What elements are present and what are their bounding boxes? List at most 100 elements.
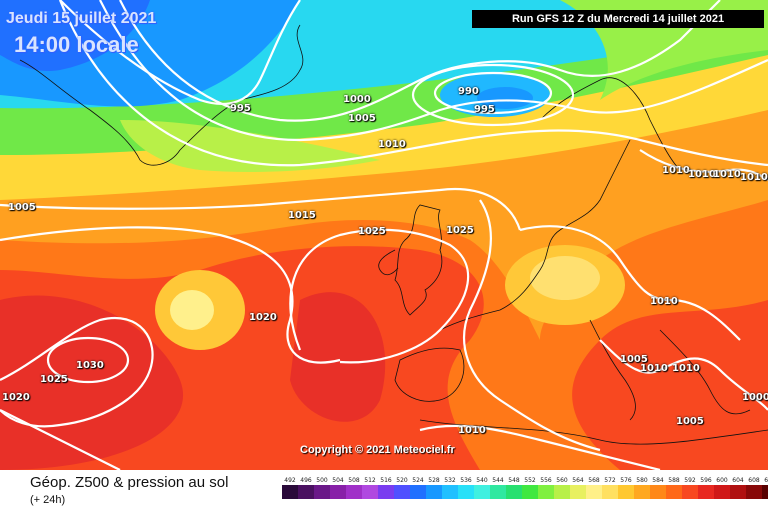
scale-step-value: 572 [604, 477, 616, 484]
scale-step-swatch [618, 485, 634, 499]
isobar-1000 [119, 0, 721, 122]
isobar-label: 1005 [676, 416, 704, 427]
isobar-label: 1010 [672, 363, 700, 374]
scale-step-swatch [442, 485, 458, 499]
scale-step: 520 [394, 476, 410, 499]
scale-step-swatch [506, 485, 522, 499]
isobar-990 [433, 71, 553, 115]
scale-step-swatch [554, 485, 570, 499]
scale-step: 596 [698, 476, 714, 499]
isobar-label: 1000 [742, 392, 768, 403]
isobar-1010-east [639, 149, 768, 181]
scale-step-swatch [666, 485, 682, 499]
isobar-1010-europe [519, 225, 741, 341]
scale-step: 572 [602, 476, 618, 499]
color-scale: 492 496 500 504 508 512 516 520 524 528 532 536 540 5… [282, 476, 768, 499]
scale-step-swatch [602, 485, 618, 499]
british-isles [394, 204, 443, 316]
isobars [0, 0, 768, 470]
isobar-label: 1020 [2, 392, 30, 403]
iberia [394, 347, 465, 402]
isobar-1010-med [419, 424, 661, 470]
scale-step: 612 [762, 476, 768, 499]
isobar-1020-south [0, 409, 121, 470]
isobar-label: 990 [458, 86, 479, 97]
scale-step: 548 [506, 476, 522, 499]
scale-step-swatch [346, 485, 362, 499]
scale-step-swatch [474, 485, 490, 499]
scale-step-value: 500 [316, 477, 328, 484]
isobar-label: 1010 [650, 296, 678, 307]
scale-step: 544 [490, 476, 506, 499]
scale-step-value: 504 [332, 477, 344, 484]
scale-step-value: 532 [444, 477, 456, 484]
scale-step: 584 [650, 476, 666, 499]
scale-step-value: 588 [668, 477, 680, 484]
isobar-label: 1025 [40, 374, 68, 385]
scale-step-swatch [394, 485, 410, 499]
scale-step: 516 [378, 476, 394, 499]
scale-step-value: 520 [396, 477, 408, 484]
scale-step-swatch [698, 485, 714, 499]
scale-step-value: 596 [700, 477, 712, 484]
scale-step-swatch [746, 485, 762, 499]
forecast-date: Jeudi 15 juillet 2021 [6, 10, 157, 27]
scale-step: 560 [554, 476, 570, 499]
isobar-label: 1025 [446, 225, 474, 236]
scale-step-swatch [522, 485, 538, 499]
scale-step-swatch [634, 485, 650, 499]
scale-step: 512 [362, 476, 378, 499]
isobar-1020 [0, 226, 341, 364]
scale-step-swatch [282, 485, 298, 499]
field-yellow-atlantic-core [170, 290, 214, 330]
isobar-1015-europe [463, 199, 601, 452]
scale-step-value: 556 [540, 477, 552, 484]
scale-step-value: 608 [748, 477, 760, 484]
scale-step-value: 512 [364, 477, 376, 484]
isobar-1025-south [0, 317, 154, 428]
isobar-995-low [411, 63, 575, 127]
field-lightgreen-tongue [120, 120, 380, 172]
scale-step: 588 [666, 476, 682, 499]
scale-step-value: 584 [652, 477, 664, 484]
parameter-title: Géop. Z500 & pression au sol [30, 474, 229, 491]
isobar-1015 [0, 188, 522, 231]
scale-step-swatch [714, 485, 730, 499]
scale-step: 592 [682, 476, 698, 499]
scale-step-swatch [570, 485, 586, 499]
scale-step: 568 [586, 476, 602, 499]
scale-step-swatch [362, 485, 378, 499]
scale-step-value: 576 [620, 477, 632, 484]
field-darkblue-corner [0, 0, 150, 72]
scale-step: 540 [474, 476, 490, 499]
scale-step-swatch [586, 485, 602, 499]
scale-step-value: 560 [556, 477, 568, 484]
isobar-1005-balkans [599, 339, 768, 411]
field-blue-low-core [477, 87, 533, 109]
continent-coast-north [439, 139, 631, 331]
coastlines [19, 24, 768, 445]
scale-step-swatch [426, 485, 442, 499]
scale-step: 536 [458, 476, 474, 499]
scale-step-value: 528 [428, 477, 440, 484]
scale-step-swatch [314, 485, 330, 499]
scale-step: 576 [618, 476, 634, 499]
scale-step: 608 [746, 476, 762, 499]
isobar-label: 1020 [249, 312, 277, 323]
isobar-label: 1010 [458, 425, 486, 436]
scale-step-swatch [538, 485, 554, 499]
scale-step-value: 496 [300, 477, 312, 484]
scale-step: 552 [522, 476, 538, 499]
scale-step: 580 [634, 476, 650, 499]
italy [589, 319, 636, 421]
isobar-label: 1005 [348, 113, 376, 124]
ireland [378, 249, 399, 276]
balkans-coast [659, 329, 751, 415]
copyright-notice: Copyright © 2021 Meteociel.fr [300, 444, 455, 456]
scale-step-value: 592 [684, 477, 696, 484]
isobar-label: 1010 [640, 363, 668, 374]
scale-step: 524 [410, 476, 426, 499]
scale-step-swatch [730, 485, 746, 499]
scale-step-value: 492 [284, 477, 296, 484]
scale-step-swatch [410, 485, 426, 499]
